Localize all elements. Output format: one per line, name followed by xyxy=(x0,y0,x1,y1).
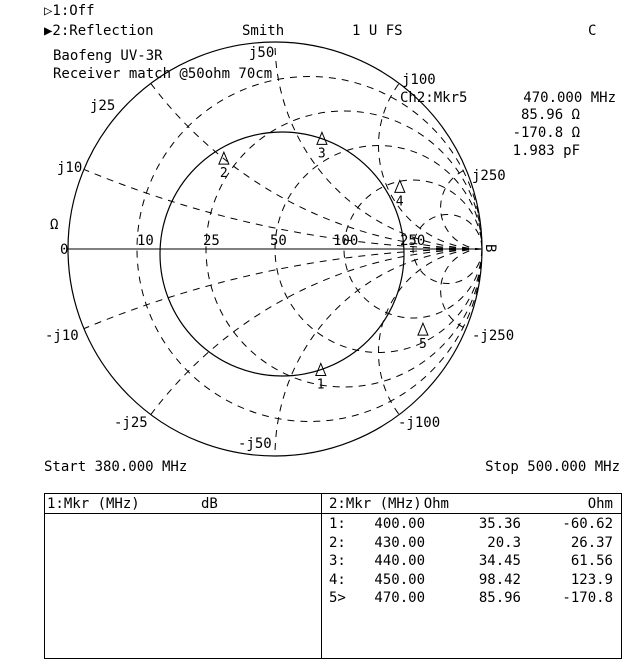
marker-freq: 450.00 xyxy=(374,571,425,588)
resistance-tick-label: 0 xyxy=(60,242,68,258)
stop-frequency: Stop 500.000 MHz xyxy=(485,459,620,475)
reactance-arc xyxy=(378,83,483,250)
reactance-tick-label: -j50 xyxy=(238,436,272,452)
marker-id: 1: xyxy=(329,516,346,532)
reactance-tick-label: j100 xyxy=(402,72,436,88)
marker-4-triangle xyxy=(394,179,406,193)
channel2-status: ▶2:Reflection xyxy=(44,23,154,39)
marker-resistance: 34.45 xyxy=(478,553,521,569)
reactance-arc xyxy=(150,83,483,250)
active-marker-reactance: -170.8 Ω xyxy=(512,125,580,141)
reactance-tick-label: j25 xyxy=(90,98,115,114)
reactance-arc xyxy=(83,168,483,250)
marker-reactance: 123.9 xyxy=(570,571,613,588)
reactance-tick-label: j50 xyxy=(249,45,274,61)
ch2-header-x: Ohm xyxy=(587,496,613,512)
reactance-arc xyxy=(378,248,483,415)
marker-5-label: 5 xyxy=(419,337,427,352)
marker-4-label: 4 xyxy=(396,194,404,209)
marker-reactance: 26.37 xyxy=(570,534,613,551)
reactance-arc xyxy=(440,248,483,330)
active-marker-freq: 470.000 MHz xyxy=(523,90,616,106)
table-divider xyxy=(321,494,322,658)
reactance-tick-label: j10 xyxy=(57,160,82,176)
reactance-tick-label: -j25 xyxy=(114,415,148,431)
marker-resistance: 98.42 xyxy=(478,571,521,588)
marker-id: 2: xyxy=(329,534,346,551)
marker-1-label: 1 xyxy=(317,377,325,392)
format-label: Smith xyxy=(242,23,285,39)
ch1-header-unit: dB xyxy=(201,496,218,512)
channel1-status: ▷1:Off xyxy=(44,3,95,19)
reactance-tick-label: j250 xyxy=(472,168,506,184)
resistance-tick-label: 25 xyxy=(203,233,220,249)
marker-resistance: 35.36 xyxy=(478,516,521,532)
marker-freq: 470.00 xyxy=(374,590,425,606)
reactance-arc xyxy=(440,168,483,250)
reactance-arc xyxy=(274,41,483,250)
active-marker-equiv: 1.983 pF xyxy=(512,143,580,159)
marker-id: 3: xyxy=(329,553,346,569)
ch2-header-r: Ohm xyxy=(423,496,449,512)
active-marker-resistance: 85.96 Ω xyxy=(520,107,580,123)
marker-reactance: 61.56 xyxy=(570,553,613,569)
reactance-arc xyxy=(150,248,483,415)
resistance-tick-label: 50 xyxy=(270,233,287,249)
marker-1-triangle xyxy=(315,362,327,376)
reactance-arc xyxy=(83,248,483,330)
marker-resistance: 20.3 xyxy=(487,534,521,551)
active-marker-label: Ch2:Mkr5 xyxy=(400,90,468,106)
reference-marker-label: B xyxy=(482,244,498,252)
resistance-tick-label: 100 xyxy=(333,233,358,249)
reactance-tick-label: -j10 xyxy=(45,328,79,344)
title-line-1: Baofeng UV-3R xyxy=(53,48,163,64)
marker-resistance: 85.96 xyxy=(478,590,521,606)
reflection-trace xyxy=(159,131,405,377)
marker-reactance: -60.62 xyxy=(562,516,613,532)
cal-indicator: C xyxy=(588,23,597,39)
scale-label: 1 U FS xyxy=(352,23,403,39)
marker-2-label: 2 xyxy=(220,166,228,181)
marker-5-triangle xyxy=(417,321,429,336)
marker-reactance: -170.8 xyxy=(562,590,613,606)
reactance-tick-label: -j250 xyxy=(472,328,514,344)
ch1-header-marker: 1:Mkr (MHz) xyxy=(47,496,140,512)
resistance-tick-label: 10 xyxy=(137,233,154,249)
marker-freq: 400.00 xyxy=(374,516,425,532)
title-line-2: Receiver match @50ohm 70cm xyxy=(53,66,273,82)
marker-id: 4: xyxy=(329,571,346,588)
marker-freq: 430.00 xyxy=(374,534,425,551)
resistance-tick-label: 250 xyxy=(400,233,425,249)
marker-table: 1:Mkr (MHz) dB 2:Mkr (MHz) Ohm Ohm 1: 400… xyxy=(44,493,622,659)
start-frequency: Start 380.000 MHz xyxy=(44,459,188,475)
reactance-tick-label: -j100 xyxy=(398,415,440,431)
ohm-unit-label: Ω xyxy=(50,217,58,233)
marker-freq: 440.00 xyxy=(374,553,425,569)
marker-2-triangle xyxy=(218,150,230,165)
reactance-arc xyxy=(274,248,483,457)
marker-id: 5> xyxy=(329,590,346,606)
marker-3-triangle xyxy=(316,131,328,145)
ch2-header-marker: 2:Mkr (MHz) xyxy=(329,496,422,512)
marker-3-label: 3 xyxy=(318,146,326,161)
table-header-line xyxy=(45,513,621,514)
